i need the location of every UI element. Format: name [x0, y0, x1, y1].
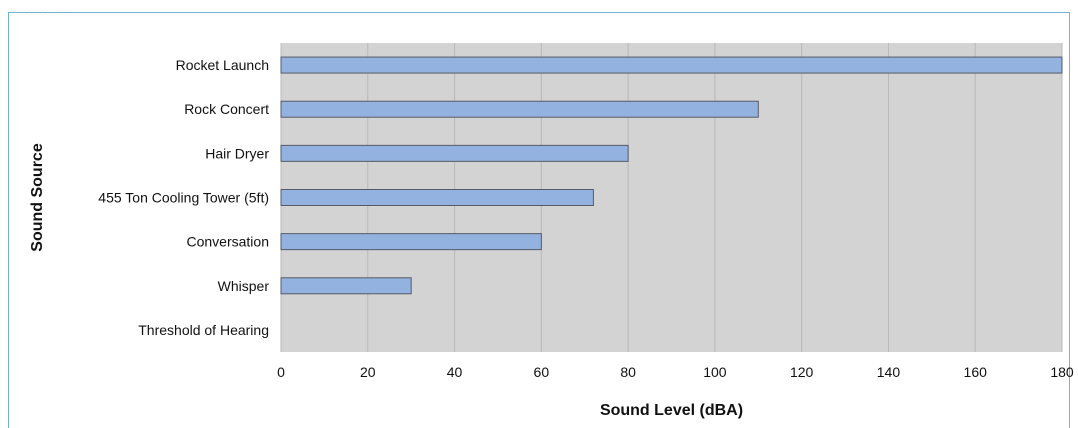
category-label: Rocket Launch	[176, 57, 269, 73]
bar	[280, 56, 1063, 74]
bar	[280, 144, 629, 162]
x-tick-labels: 0 20 40 60 80 100 120 140 160 180	[277, 364, 1074, 380]
bar	[280, 100, 759, 118]
x-tick-label: 160	[964, 364, 988, 380]
x-axis-title: Sound Level (dBA)	[600, 402, 743, 419]
x-tick-label: 120	[790, 364, 814, 380]
x-tick-label: 140	[877, 364, 901, 380]
top-caption-fragment: ...............	[0, 0, 68, 11]
category-labels: Rocket Launch Rock Concert Hair Dryer 455 T…	[98, 57, 269, 338]
bar	[280, 189, 594, 206]
x-tick-label: 60	[534, 364, 550, 380]
y-axis-title: Sound Source	[29, 143, 46, 252]
x-tick-label: 20	[360, 364, 376, 380]
bar	[280, 277, 412, 295]
category-label: Rock Concert	[184, 101, 269, 117]
category-label: 455 Ton Cooling Tower (5ft)	[98, 190, 269, 206]
x-tick-label: 100	[703, 364, 727, 380]
bar	[280, 233, 542, 251]
x-tick-label: 40	[447, 364, 463, 380]
x-tick-label: 180	[1050, 364, 1074, 380]
category-label: Hair Dryer	[205, 145, 269, 161]
category-label: Conversation	[187, 234, 270, 250]
bars	[280, 56, 1063, 295]
x-tick-label: 80	[620, 364, 636, 380]
grid-lines	[280, 43, 1063, 352]
chart-frame	[8, 12, 1070, 428]
x-tick-label: 0	[277, 364, 285, 380]
category-label: Threshold of Hearing	[138, 322, 269, 338]
category-label: Whisper	[218, 278, 270, 294]
